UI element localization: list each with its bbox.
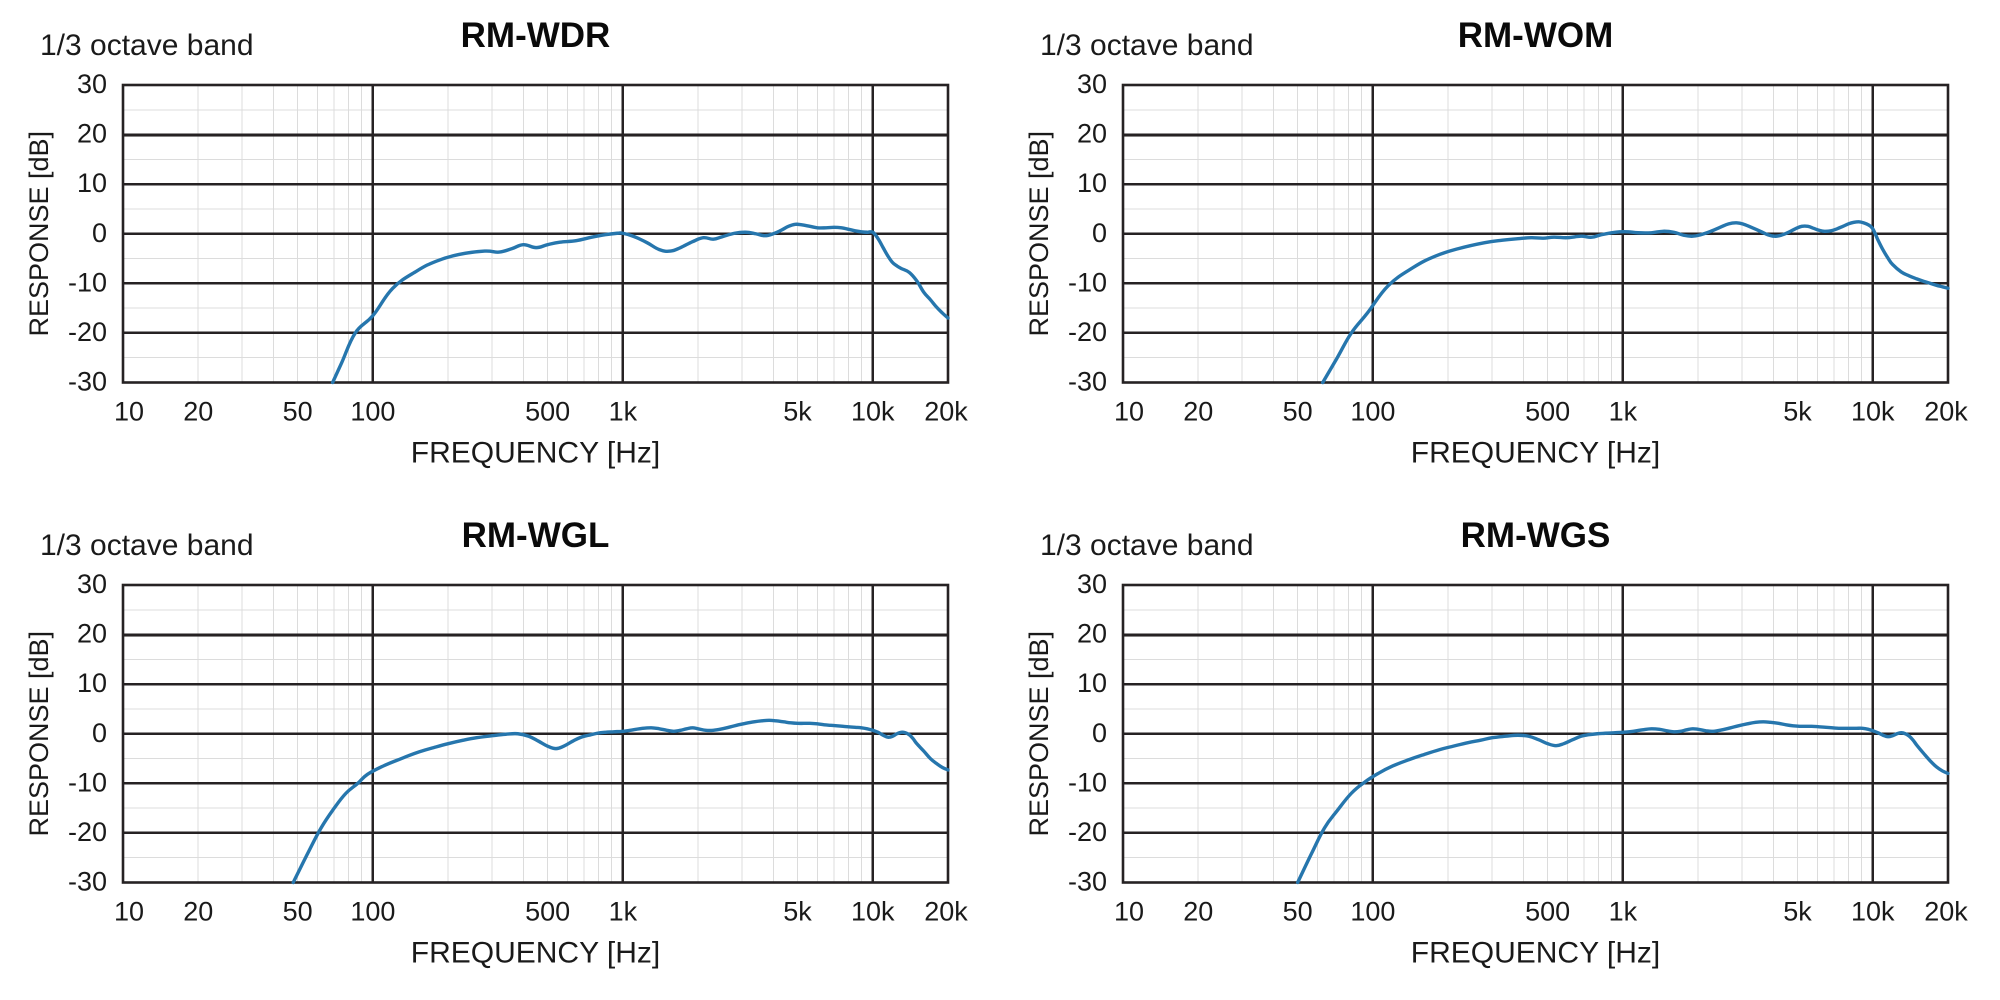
svg-text:20k: 20k	[1924, 397, 1968, 427]
svg-text:1/3 octave band: 1/3 octave band	[1040, 529, 1254, 562]
svg-text:20k: 20k	[924, 897, 968, 927]
svg-text:100: 100	[1350, 897, 1395, 927]
svg-text:500: 500	[525, 897, 570, 927]
svg-text:10: 10	[77, 668, 107, 698]
svg-text:20: 20	[1183, 397, 1213, 427]
svg-text:10k: 10k	[851, 897, 895, 927]
svg-text:FREQUENCY [Hz]: FREQUENCY [Hz]	[1411, 437, 1660, 470]
svg-text:20k: 20k	[1924, 897, 1968, 927]
svg-text:1/3 octave band: 1/3 octave band	[40, 529, 254, 562]
svg-text:100: 100	[350, 897, 395, 927]
svg-text:10: 10	[1114, 897, 1144, 927]
svg-text:500: 500	[1525, 897, 1570, 927]
svg-text:RM-WGL: RM-WGL	[462, 516, 610, 555]
svg-text:-10: -10	[68, 767, 107, 797]
svg-text:-10: -10	[1068, 267, 1107, 297]
svg-text:30: 30	[1077, 69, 1107, 99]
svg-text:-20: -20	[68, 317, 107, 347]
svg-text:FREQUENCY [Hz]: FREQUENCY [Hz]	[411, 937, 660, 970]
svg-text:20: 20	[77, 119, 107, 149]
svg-text:0: 0	[1092, 218, 1107, 248]
svg-text:20k: 20k	[924, 397, 968, 427]
svg-text:-30: -30	[68, 867, 107, 897]
svg-text:10k: 10k	[1851, 897, 1895, 927]
svg-text:-10: -10	[1068, 767, 1107, 797]
svg-text:30: 30	[1077, 569, 1107, 599]
svg-text:20: 20	[77, 619, 107, 649]
svg-text:10k: 10k	[1851, 397, 1895, 427]
svg-text:5k: 5k	[1783, 397, 1812, 427]
svg-text:RESPONSE [dB]: RESPONSE [dB]	[24, 131, 54, 337]
svg-text:20: 20	[183, 897, 213, 927]
svg-text:30: 30	[77, 569, 107, 599]
svg-text:RESPONSE [dB]: RESPONSE [dB]	[24, 631, 54, 837]
svg-text:50: 50	[283, 397, 313, 427]
svg-text:20: 20	[1183, 897, 1213, 927]
svg-text:1/3 octave band: 1/3 octave band	[1040, 29, 1254, 62]
svg-text:50: 50	[283, 897, 313, 927]
svg-text:500: 500	[1525, 397, 1570, 427]
svg-text:RM-WGS: RM-WGS	[1461, 516, 1611, 555]
svg-text:1k: 1k	[609, 897, 638, 927]
svg-text:10k: 10k	[851, 397, 895, 427]
svg-text:5k: 5k	[783, 397, 812, 427]
svg-text:10: 10	[1077, 168, 1107, 198]
svg-text:10: 10	[1077, 668, 1107, 698]
svg-text:FREQUENCY [Hz]: FREQUENCY [Hz]	[1411, 937, 1660, 970]
svg-text:10: 10	[1114, 397, 1144, 427]
svg-text:RESPONSE [dB]: RESPONSE [dB]	[1024, 131, 1054, 337]
svg-text:-30: -30	[1068, 367, 1107, 397]
svg-text:-20: -20	[1068, 317, 1107, 347]
svg-text:0: 0	[92, 218, 107, 248]
svg-text:50: 50	[1283, 397, 1313, 427]
svg-text:30: 30	[77, 69, 107, 99]
svg-text:0: 0	[92, 718, 107, 748]
svg-text:-20: -20	[1068, 817, 1107, 847]
svg-text:1k: 1k	[609, 397, 638, 427]
svg-text:1k: 1k	[1609, 397, 1638, 427]
svg-text:-10: -10	[68, 267, 107, 297]
svg-text:FREQUENCY [Hz]: FREQUENCY [Hz]	[411, 437, 660, 470]
svg-text:-30: -30	[1068, 867, 1107, 897]
svg-text:20: 20	[183, 397, 213, 427]
svg-text:10: 10	[77, 168, 107, 198]
svg-text:-20: -20	[68, 817, 107, 847]
svg-text:1/3 octave band: 1/3 octave band	[40, 29, 254, 62]
svg-text:10: 10	[114, 897, 144, 927]
svg-text:500: 500	[525, 397, 570, 427]
svg-text:20: 20	[1077, 619, 1107, 649]
svg-text:RM-WDR: RM-WDR	[461, 16, 611, 55]
svg-text:5k: 5k	[1783, 897, 1812, 927]
svg-text:100: 100	[1350, 397, 1395, 427]
svg-text:-30: -30	[68, 367, 107, 397]
svg-text:10: 10	[114, 397, 144, 427]
svg-text:1k: 1k	[1609, 897, 1638, 927]
svg-text:50: 50	[1283, 897, 1313, 927]
svg-text:0: 0	[1092, 718, 1107, 748]
svg-text:5k: 5k	[783, 897, 812, 927]
svg-text:20: 20	[1077, 119, 1107, 149]
svg-text:RESPONSE [dB]: RESPONSE [dB]	[1024, 631, 1054, 837]
svg-text:100: 100	[350, 397, 395, 427]
svg-text:RM-WOM: RM-WOM	[1458, 16, 1614, 55]
